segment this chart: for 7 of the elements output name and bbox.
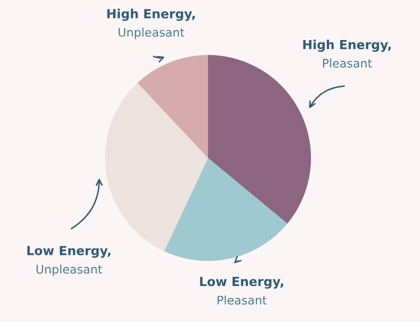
pie-slice <box>164 158 288 261</box>
slice-label: Low Energy, Pleasant <box>200 276 284 305</box>
slice-label: High Energy, Pleasant <box>303 40 391 68</box>
slice-label: High Energy, Unpleasant <box>107 8 195 40</box>
slice-label: Low Energy, Unpleasant <box>27 246 110 276</box>
pie-slice <box>208 55 311 224</box>
pie-slice <box>137 55 208 158</box>
